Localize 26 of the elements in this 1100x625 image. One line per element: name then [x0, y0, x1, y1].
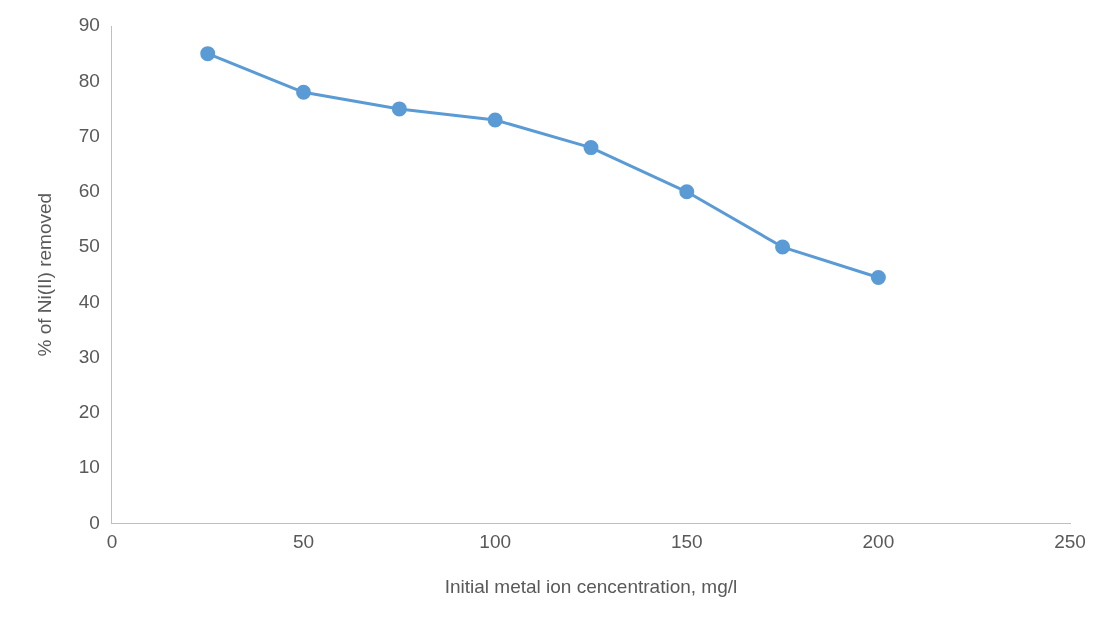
x-tick-label: 200: [862, 531, 895, 553]
point: [200, 46, 216, 62]
y-tick-label: 30: [78, 345, 100, 367]
y-tick-label: 60: [78, 180, 100, 202]
y-tick-label: 50: [78, 235, 100, 257]
x-tick-label: 250: [1054, 531, 1086, 553]
x-tick-label: 150: [670, 531, 703, 553]
y-axis-title: % of Ni(II) removed: [33, 192, 55, 357]
x-tick-label: 50: [292, 531, 315, 553]
point: [391, 101, 407, 117]
y-tick-label: 0: [89, 511, 100, 533]
point: [296, 84, 312, 100]
x-tick-label: 0: [106, 531, 118, 553]
x-tick-label: 100: [479, 531, 512, 553]
point: [775, 239, 791, 255]
y-tick-label: 80: [78, 69, 100, 91]
x-axis-title: Initial metal ion cencentration, mg/l: [444, 575, 738, 597]
y-tick-label: 90: [78, 14, 100, 36]
point: [679, 184, 695, 200]
y-tick-label: 40: [78, 290, 100, 312]
y-tick-label: 10: [78, 456, 100, 478]
y-tick-label: 70: [78, 124, 100, 146]
point: [487, 112, 503, 128]
y-tick-label: 20: [78, 401, 100, 423]
point: [583, 140, 599, 156]
point: [870, 269, 886, 285]
